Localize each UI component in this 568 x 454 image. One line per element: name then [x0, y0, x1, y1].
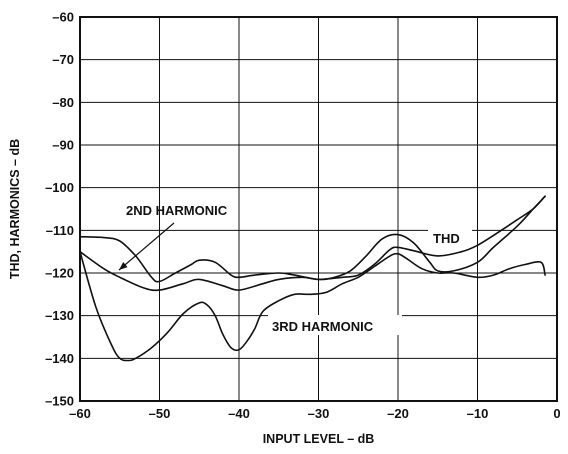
y-tick-label: –110: [46, 223, 74, 238]
series-line-2nd-harmonic: [79, 195, 546, 283]
x-axis-title: INPUT LEVEL – dB: [263, 432, 375, 446]
third-harmonic-label-bg: [268, 315, 402, 335]
y-axis-title: THD, HARMONICS – dB: [8, 139, 22, 279]
x-tick-label: –20: [387, 406, 409, 421]
y-tick-label: –70: [52, 52, 74, 67]
second-harmonic-pointer: [118, 222, 175, 271]
second-harmonic-label: 2ND HARMONIC: [126, 203, 228, 218]
arrowhead-icon: [119, 262, 128, 270]
tick-labels: –60 –50 –40 –30 –20 –10 0–60–70–80–90–100–110–…: [45, 10, 561, 422]
y-tick-label: –80: [52, 95, 74, 110]
annotations: THD 2ND HARMONIC 3RD HARMONIC: [118, 203, 472, 335]
third-harmonic-label: 3RD HARMONIC: [272, 319, 374, 334]
x-tick-label: –60: [69, 406, 91, 421]
y-tick-label: –140: [45, 351, 74, 366]
plot-frame: [79, 16, 558, 402]
thd-label: THD: [433, 231, 460, 246]
x-tick-label: –40: [228, 406, 250, 421]
thd-label-bg: [428, 228, 472, 246]
y-tick-label: –60: [52, 10, 74, 25]
y-tick-label: –100: [45, 180, 74, 195]
y-tick-label: –130: [45, 308, 74, 323]
x-tick-label: –10: [467, 406, 489, 421]
y-tick-label: –120: [45, 266, 74, 281]
series-line-3rd-harmonic: [79, 250, 546, 362]
x-tick-label: 0: [553, 406, 560, 421]
x-tick-label: –50: [149, 406, 171, 421]
y-tick-label: –150: [45, 394, 74, 409]
x-tick-label: –30: [308, 406, 330, 421]
series-lines: [79, 195, 546, 362]
y-tick-label: –90: [52, 138, 74, 153]
